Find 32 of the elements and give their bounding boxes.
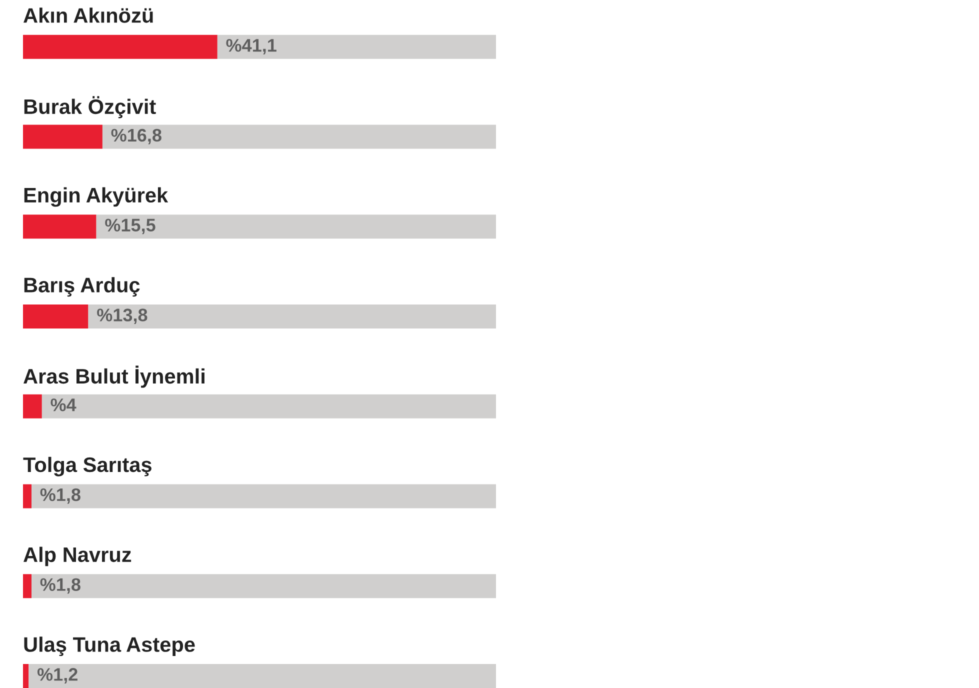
bar [217, 34, 496, 59]
bar [23, 664, 29, 688]
bar [88, 304, 496, 329]
bar [23, 574, 32, 598]
bar [23, 214, 96, 239]
bar [96, 214, 496, 239]
y-tick-label: Alp Navruz [24, 546, 132, 566]
y-tick-label: Aras Bulut İynemli [24, 366, 204, 388]
bar [23, 34, 218, 59]
bar [23, 124, 102, 149]
data-label: %13,8 [97, 308, 148, 324]
data-label: %41,1 [226, 39, 276, 54]
y-tick-label: Barış Arduç [24, 277, 140, 297]
y-tick-label: Engin Akyürek [24, 187, 168, 207]
bar [23, 484, 32, 508]
bar [32, 574, 496, 598]
bar [28, 664, 496, 688]
data-label: %1,2 [37, 668, 78, 684]
data-label: %4 [50, 398, 76, 412]
bar [23, 304, 88, 329]
data-label: %16,8 [111, 128, 162, 144]
y-tick-label: Akın Akınözü [24, 8, 153, 23]
data-label: %1,8 [40, 578, 80, 594]
bar [102, 124, 496, 149]
bar [42, 394, 496, 418]
y-tick-label: Tolga Sarıtaş [23, 456, 152, 476]
data-label: %15,5 [105, 218, 156, 234]
data-label: %1,8 [40, 488, 80, 504]
bar [32, 484, 496, 508]
y-tick-label: Burak Özçivit [24, 96, 156, 118]
bar [23, 394, 42, 418]
y-tick-label: Ulaş Tuna Astepe [24, 636, 195, 656]
